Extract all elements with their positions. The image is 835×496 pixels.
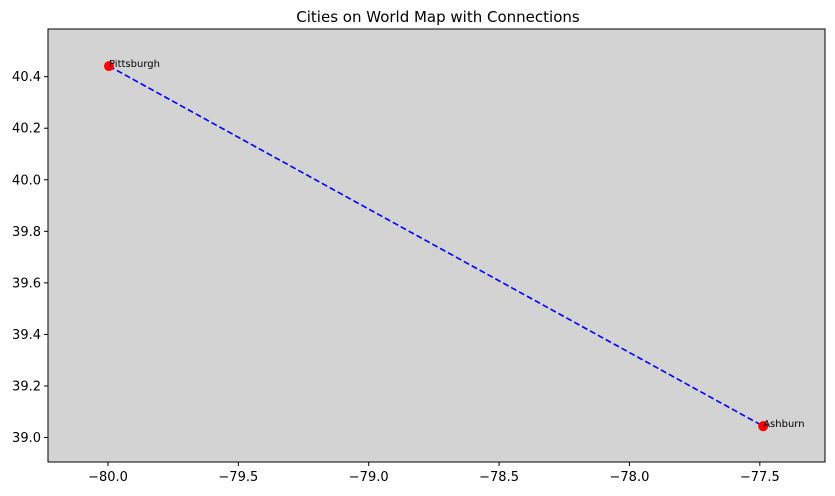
city-point bbox=[104, 61, 115, 72]
x-tick-label: −80.0 bbox=[88, 470, 128, 485]
y-tick-label: 40.4 bbox=[12, 70, 41, 85]
connection-line bbox=[108, 65, 764, 427]
city-points: Pittsburgh Ashburn bbox=[104, 59, 805, 432]
y-axis: 39.0 39.2 39.4 39.6 39.8 40.0 40.2 40.4 bbox=[12, 70, 48, 446]
x-axis: −80.0 −79.5 −79.0 −78.5 −78.0 −77.5 bbox=[88, 462, 780, 485]
chart-title: Cities on World Map with Connections bbox=[296, 8, 580, 26]
city-point bbox=[758, 421, 769, 432]
y-tick-label: 40.2 bbox=[12, 122, 41, 137]
x-tick-label: −79.5 bbox=[218, 470, 258, 485]
city-label: Pittsburgh bbox=[109, 59, 160, 70]
x-tick-label: −79.0 bbox=[349, 470, 389, 485]
y-tick-label: 39.8 bbox=[12, 225, 41, 240]
y-tick-label: 39.6 bbox=[12, 276, 41, 291]
y-tick-label: 40.0 bbox=[12, 173, 41, 188]
x-tick-label: −78.0 bbox=[610, 470, 650, 485]
x-tick-label: −77.5 bbox=[740, 470, 780, 485]
y-tick-label: 39.4 bbox=[12, 328, 41, 343]
y-tick-label: 39.2 bbox=[12, 379, 41, 394]
connections bbox=[108, 65, 764, 427]
city-label: Ashburn bbox=[763, 419, 804, 430]
y-tick-label: 39.0 bbox=[12, 431, 41, 446]
x-tick-label: −78.5 bbox=[479, 470, 519, 485]
